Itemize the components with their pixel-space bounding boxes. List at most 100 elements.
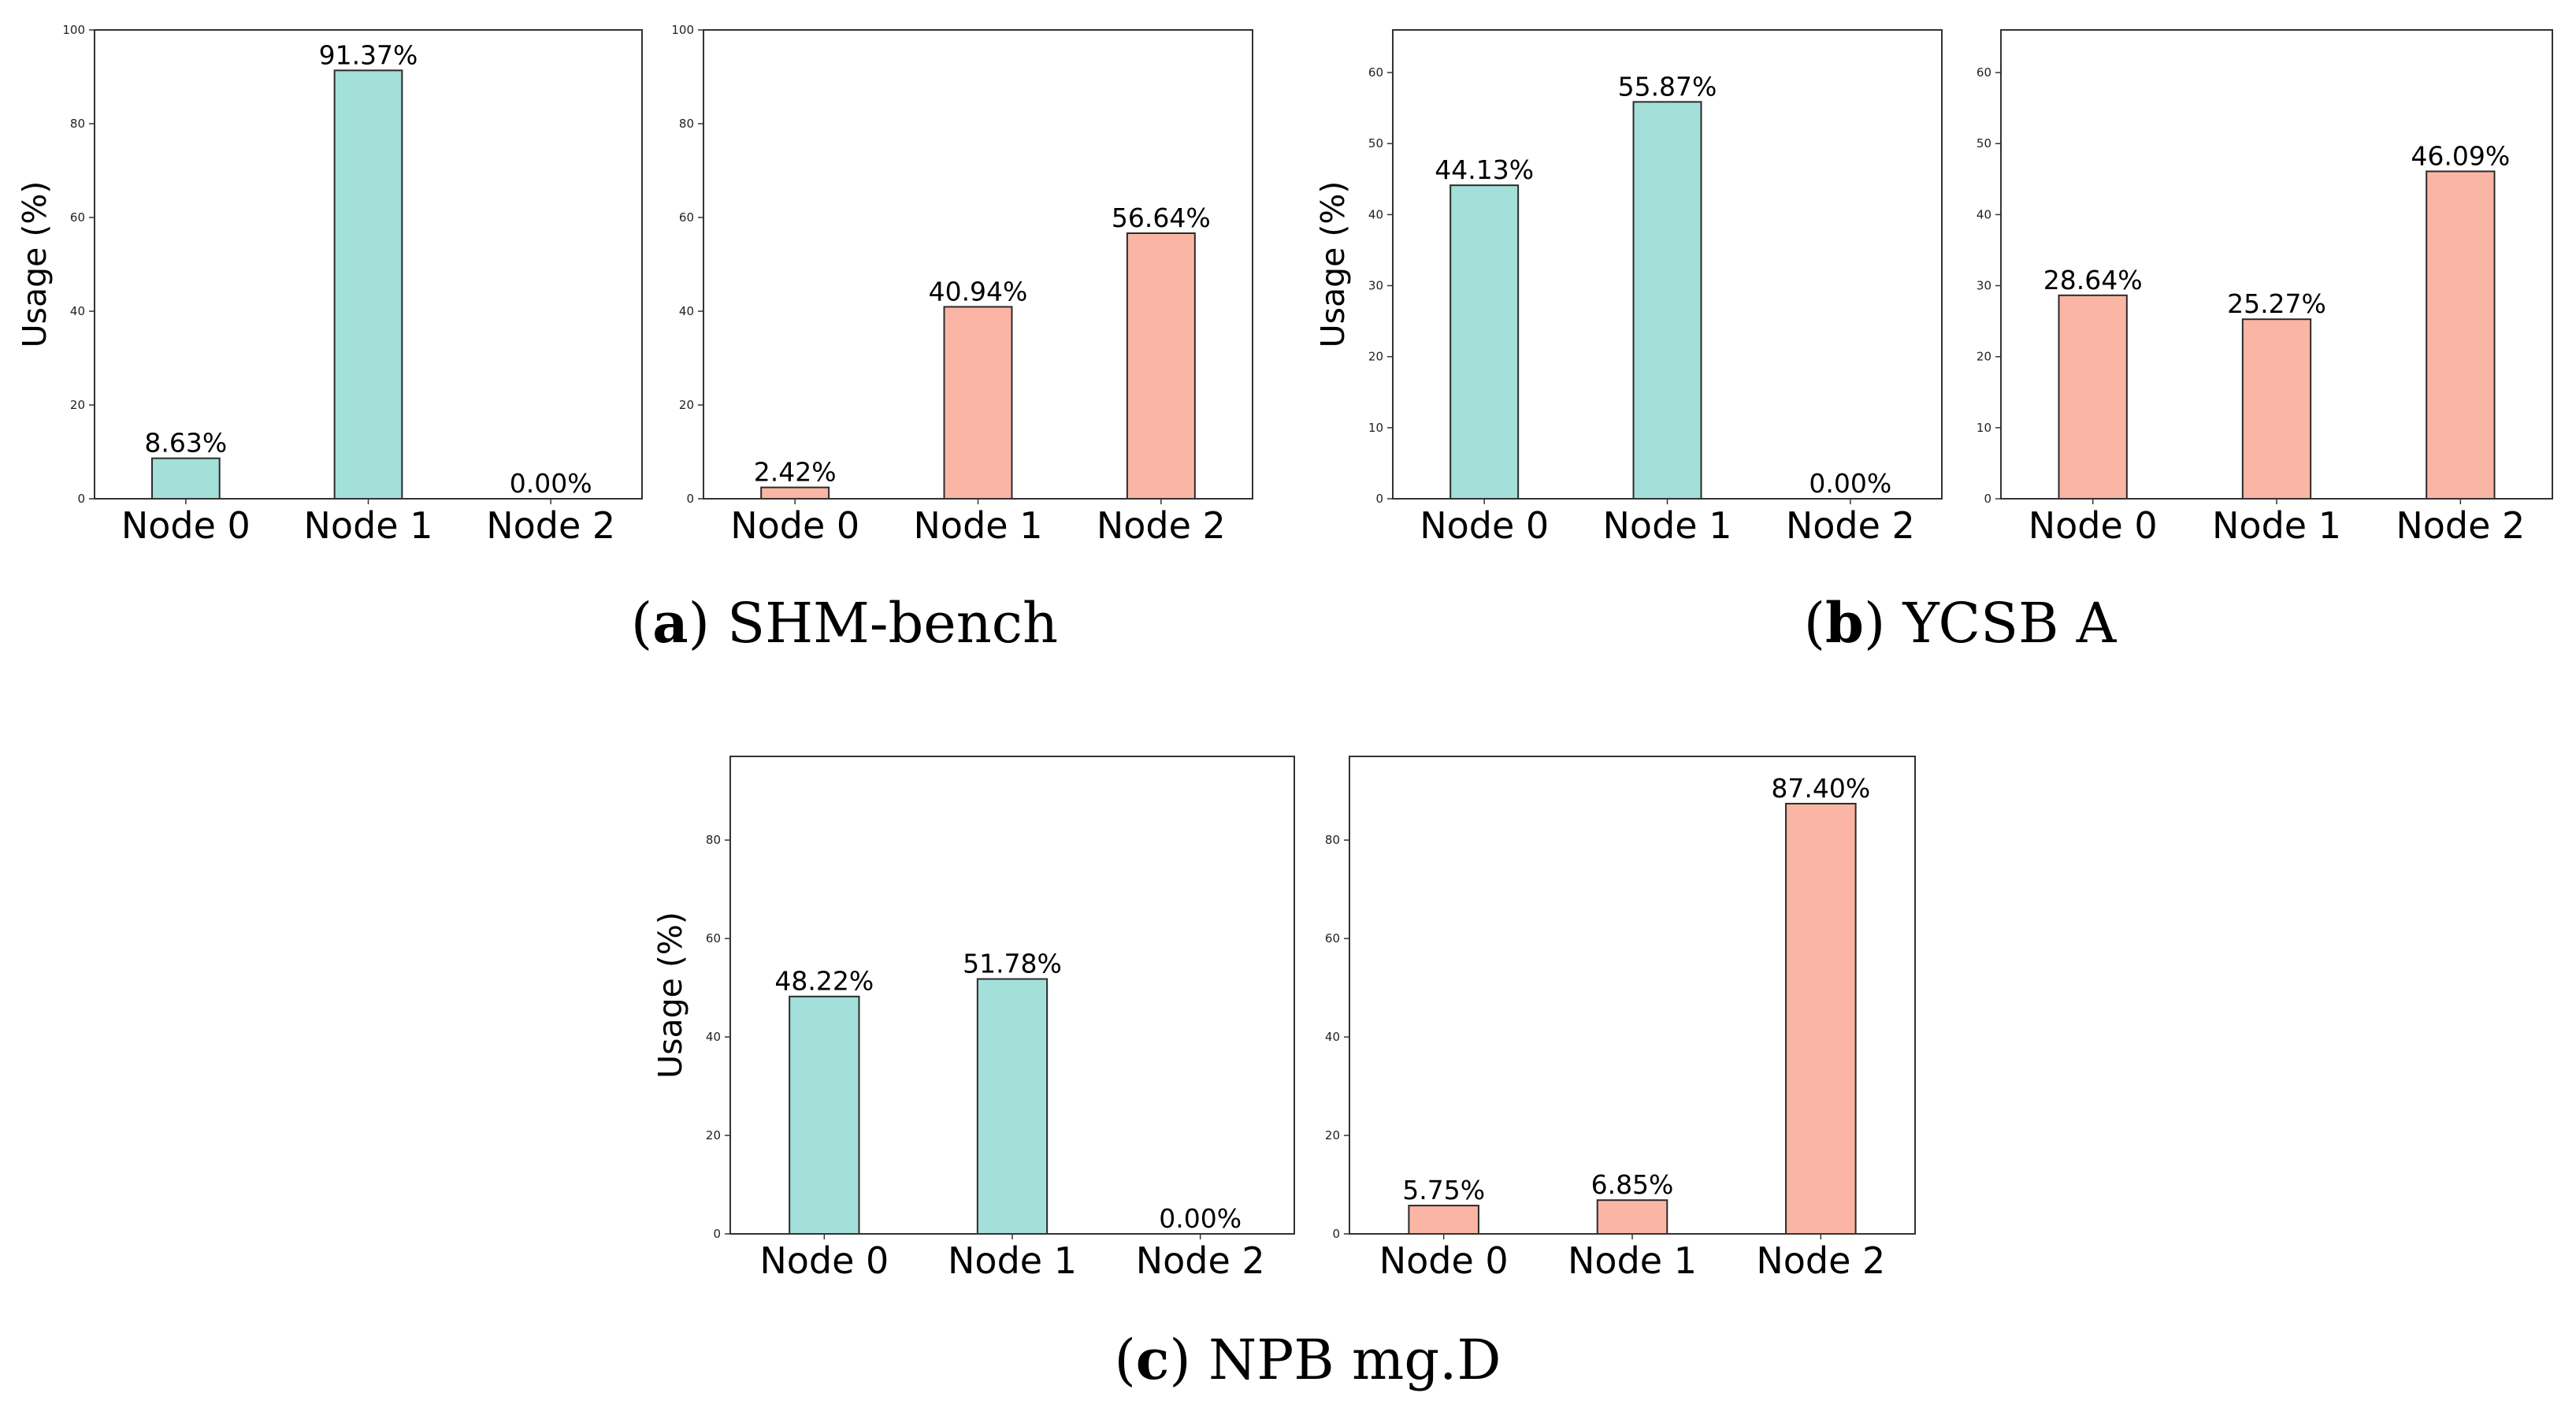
y-tick-label: 40 xyxy=(679,304,694,318)
y-tick-label: 20 xyxy=(1368,350,1383,364)
bar-value-label: 6.85% xyxy=(1591,1169,1674,1200)
bar xyxy=(2426,170,2496,500)
y-tick-label: 60 xyxy=(1368,65,1383,80)
y-tick-label: 20 xyxy=(706,1128,721,1142)
bar-value-label: 0.00% xyxy=(1159,1203,1242,1234)
plot-frame xyxy=(1392,29,1943,500)
x-tick-label: Node 0 xyxy=(730,504,859,547)
bar-value-label: 0.00% xyxy=(510,468,592,499)
caption-c: (c) NPB mg.D xyxy=(1114,1327,1501,1392)
plot-frame xyxy=(729,756,1295,1235)
plot-frame xyxy=(94,29,643,500)
chart-b-left: 0 10 20 30 40 50 60 44.13% Node 0 55.87% Node 1 0.0… xyxy=(1314,29,1943,547)
x-tick-label: Node 0 xyxy=(2029,504,2158,547)
bar xyxy=(789,995,860,1235)
bar-value-label: 5.75% xyxy=(1402,1175,1485,1206)
y-tick-label: 40 xyxy=(70,304,85,318)
x-tick-label: Node 2 xyxy=(1786,504,1915,547)
x-tick-label: Node 0 xyxy=(121,504,251,547)
y-tick-label: 50 xyxy=(1977,136,1991,150)
x-tick-label: Node 1 xyxy=(914,504,1043,547)
x-tick-label: Node 1 xyxy=(1603,504,1732,547)
bar xyxy=(2058,294,2128,500)
bar xyxy=(760,486,830,500)
y-tick-label: 80 xyxy=(1325,833,1340,847)
y-tick-label: 0 xyxy=(1332,1227,1340,1241)
y-tick-label: 20 xyxy=(679,398,694,412)
chart-a-left: 0 20 40 60 80 100 8.63% Node 0 91.37% Node 1 0.00%… xyxy=(16,23,643,547)
x-tick-label: Node 1 xyxy=(1568,1239,1697,1282)
y-axis-label: Usage (%) xyxy=(16,181,54,348)
y-tick-label: 30 xyxy=(1977,279,1991,293)
chart-c-right: 0 20 40 60 80 5.75% Node 0 6.85% Node 1 87.40% Nod… xyxy=(1325,756,1916,1282)
y-tick-label: 0 xyxy=(1375,492,1383,506)
bar-value-label: 40.94% xyxy=(929,276,1028,306)
y-tick-label: 30 xyxy=(1368,279,1383,293)
y-tick-label: 20 xyxy=(70,398,85,412)
bar-value-label: 44.13% xyxy=(1435,154,1534,185)
plot-frame xyxy=(2000,29,2553,500)
bar-value-label: 48.22% xyxy=(774,966,874,997)
y-tick-label: 10 xyxy=(1977,421,1991,435)
bar xyxy=(333,69,403,500)
bar xyxy=(1449,184,1520,500)
x-tick-label: Node 1 xyxy=(948,1239,1077,1282)
y-tick-label: 0 xyxy=(77,492,85,506)
plot-frame xyxy=(1349,756,1916,1235)
bar-value-label: 25.27% xyxy=(2227,288,2326,319)
x-tick-label: Node 1 xyxy=(2212,504,2341,547)
bar-value-label: 87.40% xyxy=(1771,773,1870,804)
y-tick-label: 0 xyxy=(1984,492,1991,506)
y-tick-label: 40 xyxy=(1977,207,1991,221)
x-tick-label: Node 2 xyxy=(1756,1239,1885,1282)
bar-value-label: 28.64% xyxy=(2043,265,2143,295)
bar-value-label: 0.00% xyxy=(1809,468,1891,499)
bar-value-label: 8.63% xyxy=(144,428,227,459)
bar-value-label: 55.87% xyxy=(1618,71,1717,102)
chart-b-right: 0 10 20 30 40 50 60 28.64% Node 0 25.27% Node 1 46.… xyxy=(1977,29,2553,547)
bar xyxy=(2241,318,2312,500)
x-tick-label: Node 2 xyxy=(2396,504,2525,547)
x-tick-label: Node 2 xyxy=(486,504,615,547)
bar xyxy=(943,306,1013,500)
caption-a: (a) SHM-bench xyxy=(631,590,1058,656)
y-tick-label: 80 xyxy=(706,833,721,847)
y-tick-label: 60 xyxy=(1325,931,1340,945)
y-tick-label: 0 xyxy=(713,1227,721,1241)
y-tick-label: 80 xyxy=(70,117,85,131)
bar-value-label: 56.64% xyxy=(1112,202,1211,233)
y-axis-label: Usage (%) xyxy=(1314,181,1352,348)
y-tick-label: 60 xyxy=(1977,65,1991,80)
x-tick-label: Node 1 xyxy=(304,504,433,547)
bar xyxy=(150,457,221,500)
bar xyxy=(1408,1205,1479,1235)
bar-value-label: 51.78% xyxy=(963,949,1062,979)
y-tick-label: 40 xyxy=(1325,1030,1340,1044)
y-tick-label: 40 xyxy=(706,1030,721,1044)
y-tick-label: 100 xyxy=(671,23,694,37)
bar xyxy=(1126,232,1196,500)
y-tick-label: 20 xyxy=(1977,350,1991,364)
caption-b: (b) YCSB A xyxy=(1804,590,2118,656)
y-tick-label: 60 xyxy=(70,210,85,225)
x-tick-label: Node 2 xyxy=(1097,504,1226,547)
x-tick-label: Node 0 xyxy=(759,1239,889,1282)
x-tick-label: Node 0 xyxy=(1379,1239,1509,1282)
bar-value-label: 2.42% xyxy=(754,457,837,488)
plot-frame xyxy=(703,29,1253,500)
y-tick-label: 50 xyxy=(1368,136,1383,150)
y-tick-label: 40 xyxy=(1368,207,1383,221)
y-tick-label: 0 xyxy=(686,492,694,506)
y-tick-label: 10 xyxy=(1368,421,1383,435)
x-tick-label: Node 2 xyxy=(1136,1239,1265,1282)
y-tick-label: 80 xyxy=(679,117,694,131)
bar xyxy=(1632,101,1702,500)
bar-value-label: 46.09% xyxy=(2411,140,2510,171)
y-tick-label: 20 xyxy=(1325,1128,1340,1142)
bar-value-label: 91.37% xyxy=(319,39,418,70)
y-tick-label: 100 xyxy=(62,23,85,37)
bar xyxy=(1785,802,1857,1235)
chart-a-right: 0 20 40 60 80 100 2.42% Node 0 40.94% Node 1 56.64… xyxy=(671,23,1253,547)
y-tick-label: 60 xyxy=(679,210,694,225)
